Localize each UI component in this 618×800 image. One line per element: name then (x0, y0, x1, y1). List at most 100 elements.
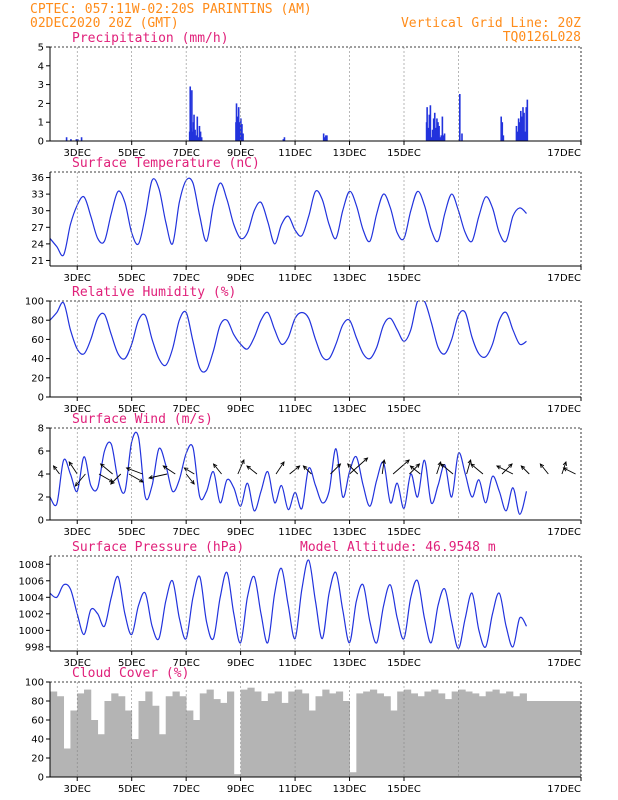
x-tick-label: 17DEC (547, 527, 581, 538)
wind-arrow-head (138, 478, 144, 483)
precip-bar (242, 133, 244, 141)
x-tick-label: 13DEC (333, 527, 367, 538)
wind-arrow-head (363, 457, 369, 462)
cloud-bar (383, 696, 391, 777)
x-tick-label: 9DEC (227, 784, 254, 795)
panel-title: Precipitation (mm/h) (72, 31, 229, 46)
cloud-bar (376, 693, 384, 777)
precip-bar (443, 133, 446, 141)
y-tick-label: 40 (31, 354, 44, 365)
precip-bar (199, 131, 202, 141)
wind-arrow (440, 463, 454, 475)
cloud-bar (186, 710, 194, 777)
precip-bar (198, 125, 201, 141)
panel-5: Surface Pressure (hPa) Model Altitude: 46… (19, 540, 582, 669)
x-tick-label: 11DEC (278, 148, 312, 159)
wind-arrow-head (381, 458, 386, 464)
precip-bar (517, 118, 520, 141)
precip-bar (282, 139, 285, 141)
precip-bar (516, 131, 519, 141)
cloud-bar (329, 693, 337, 777)
x-tick-label: 3DEC (64, 658, 91, 669)
wind-arrow (470, 463, 484, 475)
precip-bar (283, 137, 286, 141)
precip-bar (323, 137, 326, 141)
cloud-bar (192, 720, 201, 777)
x-tick-label: 5DEC (118, 148, 145, 159)
precip-bar (427, 127, 430, 141)
y-tick-label: 1000 (19, 626, 44, 637)
wind-arrow-head (99, 463, 105, 468)
precip-bar (525, 107, 528, 141)
panel-2: Surface Temperature (nC) 21 24 27 30 33 36 3DEC… (31, 156, 582, 284)
y-tick-label: 24 (31, 239, 44, 250)
series-line (50, 177, 527, 257)
precip-bar (428, 114, 431, 141)
cloud-bar (131, 739, 139, 777)
wind-arrow-head (74, 482, 80, 487)
y-tick-label: 1008 (19, 560, 44, 571)
x-tick-label: 17DEC (547, 404, 581, 415)
cloud-bar (458, 689, 466, 777)
precip-bar (189, 86, 192, 141)
cloud-bar (261, 701, 269, 777)
wind-arrow (392, 459, 410, 475)
precip-bar (439, 137, 441, 141)
wind-arrow-head (467, 459, 472, 465)
precip-bar (240, 118, 242, 141)
cloud-bar (145, 691, 153, 777)
wind-arrow (330, 463, 341, 475)
y-tick-label: 20 (31, 754, 44, 765)
cloud-bar (431, 689, 439, 777)
precip-bar (526, 99, 529, 141)
y-tick-label: 2 (38, 99, 44, 110)
cloud-bar (220, 702, 228, 777)
wind-arrow-head (562, 461, 567, 467)
cloud-bar (70, 710, 78, 777)
wind-arrow-head (302, 465, 308, 470)
cloud-bar (158, 734, 167, 777)
cloud-bar (308, 710, 316, 777)
panel-title: Surface Temperature (nC) (72, 156, 260, 171)
cloud-bar (104, 701, 112, 777)
x-tick-label: 9DEC (227, 658, 254, 669)
cloud-bar (227, 691, 235, 777)
x-tick-label: 17DEC (547, 658, 581, 669)
wind-arrow-head (405, 459, 410, 464)
wind-arrow-head (346, 463, 352, 468)
cloud-bar (478, 696, 487, 777)
wind-arrow-head (212, 463, 218, 468)
wind-arrow-head (110, 480, 115, 485)
wind-arrow (303, 465, 312, 475)
panel-3: Relative Humidity (%) 0 20 40 60 80 100 3DEC 5DE… (25, 285, 582, 415)
y-tick-label: 0 (38, 393, 44, 404)
wind-arrow-head (246, 465, 251, 470)
cloud-bar (301, 693, 310, 777)
wind-arrow-head (52, 465, 58, 471)
x-tick-label: 9DEC (227, 527, 254, 538)
precip-bar (501, 122, 504, 141)
cloud-bar (519, 693, 527, 777)
x-tick-label: 9DEC (227, 273, 254, 284)
y-tick-label: 100 (25, 678, 44, 689)
cloud-bar (240, 689, 248, 777)
wind-arrow (520, 465, 530, 475)
x-tick-label: 7DEC (172, 784, 199, 795)
precip-bar (524, 131, 526, 141)
x-tick-label: 3DEC (64, 148, 91, 159)
wind-arrow-head (539, 463, 545, 468)
y-tick-label: 0 (38, 773, 44, 784)
y-tick-label: 33 (31, 190, 44, 201)
precip-bar (520, 110, 522, 141)
wind-arrow (98, 473, 114, 483)
wind-arrow (275, 461, 285, 475)
wind-arrow (148, 473, 168, 479)
wind-arrow-head (68, 461, 73, 467)
cloud-bar (390, 710, 398, 777)
precip-bar (196, 116, 199, 141)
wind-arrow (501, 463, 513, 475)
panel-4: Surface Wind (m/s) 0 2 4 6 8 3DEC 5DEC 7DEC 9DEC 1… (38, 412, 582, 538)
cloud-bar (118, 696, 126, 777)
wind-arrow-head (162, 465, 168, 470)
